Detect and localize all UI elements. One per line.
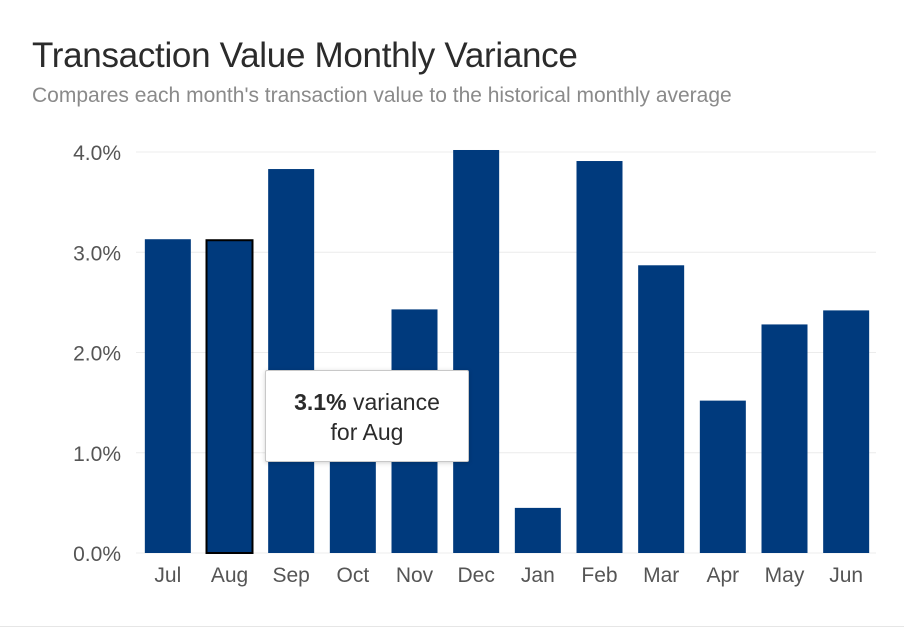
bar-jun[interactable] bbox=[823, 310, 870, 553]
bar-jul[interactable] bbox=[144, 239, 191, 553]
y-tick-label: 3.0% bbox=[73, 242, 121, 265]
x-axis-ticks: Jul Aug Sep Oct Nov Dec Jan Feb Mar Apr May Jun bbox=[154, 564, 863, 587]
x-tick-label: Jul bbox=[154, 564, 181, 587]
tooltip-value: 3.1% bbox=[294, 389, 347, 415]
bar-sep[interactable] bbox=[268, 169, 315, 554]
y-tick-label: 1.0% bbox=[73, 443, 121, 466]
tooltip-suffix: variance bbox=[352, 389, 440, 415]
bar-feb[interactable] bbox=[576, 161, 623, 553]
x-tick-label: Mar bbox=[643, 564, 679, 587]
x-tick-label: Jun bbox=[829, 564, 863, 587]
bars bbox=[144, 149, 870, 554]
x-tick-label: May bbox=[765, 564, 805, 587]
x-tick-label: Feb bbox=[581, 564, 617, 587]
gridlines bbox=[136, 151, 876, 554]
bar-apr[interactable] bbox=[699, 400, 746, 553]
x-tick-label: Jan bbox=[521, 564, 555, 587]
chart-subtitle: Compares each month's transaction value … bbox=[32, 84, 732, 107]
chart-title: Transaction Value Monthly Variance bbox=[32, 36, 578, 75]
x-tick-label: Nov bbox=[396, 564, 434, 587]
bar-may[interactable] bbox=[761, 324, 808, 553]
tooltip-line-2: for Aug bbox=[330, 419, 404, 445]
bar-jan[interactable] bbox=[514, 507, 561, 553]
x-tick-label: Oct bbox=[336, 564, 369, 587]
bar-aug[interactable] bbox=[205, 239, 254, 554]
bottom-divider bbox=[0, 626, 904, 627]
x-tick-label: Dec bbox=[457, 564, 494, 587]
x-tick-label: Apr bbox=[706, 564, 739, 587]
y-tick-label: 4.0% bbox=[73, 142, 121, 165]
x-tick-label: Sep bbox=[272, 564, 309, 587]
y-tick-label: 0.0% bbox=[73, 543, 121, 566]
tooltip-line-1: 3.1% variance bbox=[266, 387, 468, 417]
bar-tooltip: 3.1% variance for Aug bbox=[265, 370, 469, 462]
y-axis-ticks: 0.0% 1.0% 2.0% 3.0% 4.0% bbox=[73, 142, 121, 566]
y-tick-label: 2.0% bbox=[73, 343, 121, 366]
bar-mar[interactable] bbox=[638, 265, 685, 553]
x-tick-label: Aug bbox=[211, 564, 248, 587]
bar-dec[interactable] bbox=[453, 149, 500, 553]
